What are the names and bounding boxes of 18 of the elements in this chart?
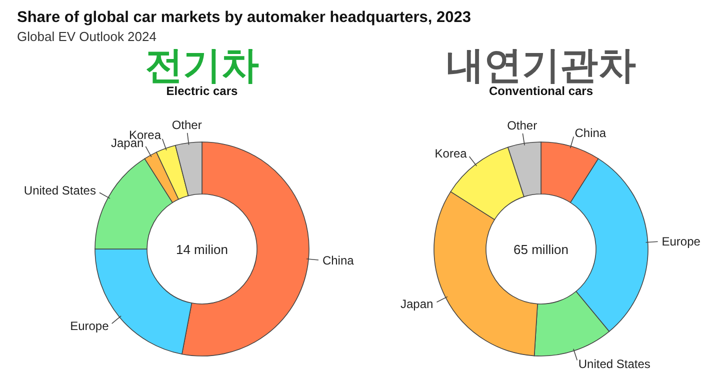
text: 14 milion	[176, 242, 228, 257]
slice-label: China	[322, 253, 354, 268]
slice-label: United States	[578, 357, 650, 372]
text: 내연기관차	[446, 45, 636, 87]
slice-label: China	[574, 126, 606, 140]
slice-label: Other	[172, 118, 202, 132]
slice-label: Japan	[400, 296, 434, 311]
slice-label: Europe	[662, 234, 701, 248]
text: Electric cars	[166, 84, 238, 98]
chart-title: Share of global car markets by automaker headquarters, 2023	[17, 9, 472, 26]
text: 전기차	[145, 45, 259, 87]
chart-subtitle: Global EV Outlook 2024	[17, 29, 156, 44]
slice-label: Europe	[70, 319, 110, 334]
slice-label: United States	[24, 184, 96, 198]
text: 65 million	[514, 242, 568, 257]
text: Conventional cars	[488, 84, 594, 98]
slice-label: Other	[507, 118, 538, 132]
slice-label: Korea	[434, 146, 468, 160]
